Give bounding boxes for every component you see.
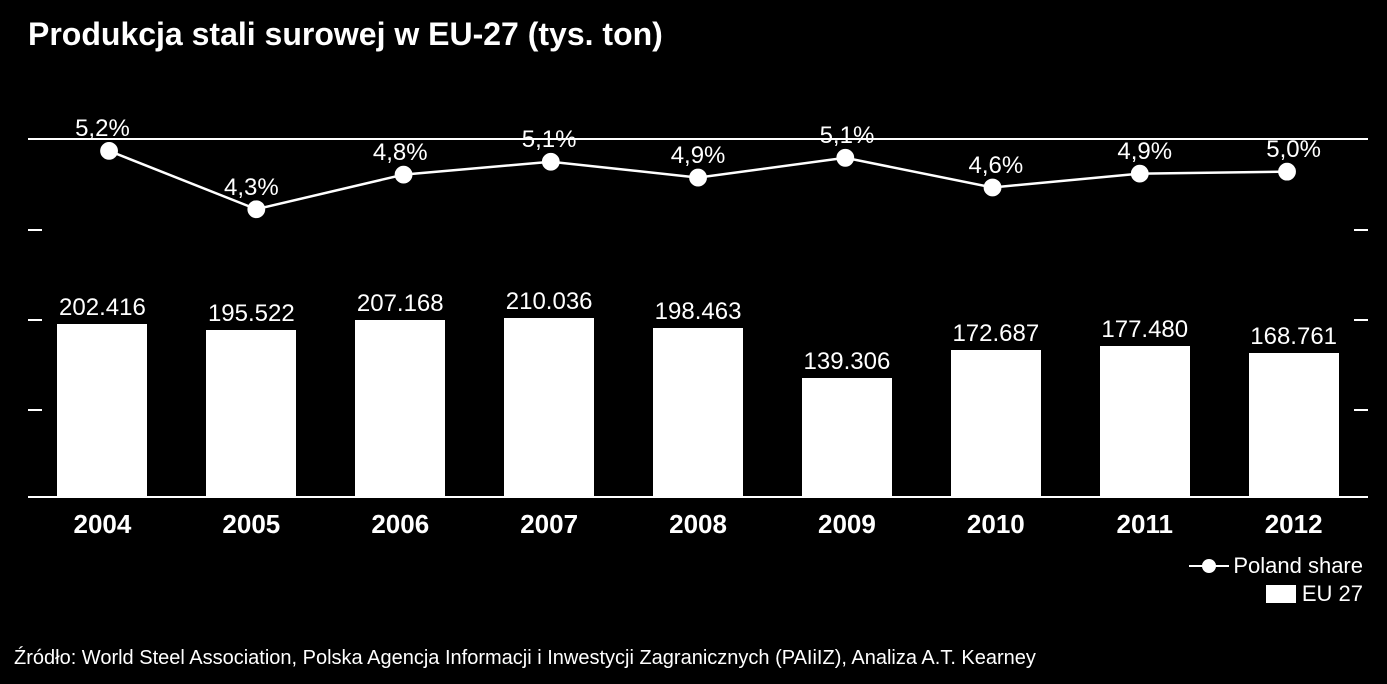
y-tick-left <box>28 229 42 231</box>
x-axis-label: 2011 <box>1117 509 1173 540</box>
legend-row-bar: EU 27 <box>1189 580 1363 608</box>
bar-value-label: 139.306 <box>804 348 891 376</box>
line-marker <box>543 154 559 170</box>
bar <box>1249 353 1339 496</box>
legend-line-label: Poland share <box>1233 553 1363 579</box>
x-axis-label: 2004 <box>74 509 132 540</box>
legend-bar-sample <box>1266 585 1296 603</box>
legend-line-marker <box>1202 559 1216 573</box>
x-axis-labels: 2004 2005 2006 2007 2008 2009 2010 2011 2012 <box>28 505 1368 545</box>
line-value-label: 5,2% <box>75 115 130 143</box>
bar-value-label: 210.036 <box>506 288 593 316</box>
legend-bar-label: EU 27 <box>1302 581 1363 607</box>
line-marker <box>1132 166 1148 182</box>
legend-row-line: Poland share <box>1189 552 1363 580</box>
line-value-label: 5,1% <box>522 126 577 154</box>
line-value-label: 4,9% <box>1117 138 1172 166</box>
x-axis-label: 2008 <box>669 509 727 540</box>
bar <box>951 350 1041 496</box>
bar <box>206 330 296 496</box>
x-axis-label: 2012 <box>1265 509 1323 540</box>
line-marker <box>690 170 706 186</box>
line-marker <box>1279 164 1295 180</box>
y-tick-right <box>1354 319 1368 321</box>
chart-title: Produkcja stali surowej w EU-27 (tys. to… <box>28 16 663 53</box>
bar <box>57 324 147 496</box>
bar-value-label: 202.416 <box>59 294 146 322</box>
line-value-label: 4,9% <box>671 142 726 170</box>
line-value-label: 4,8% <box>373 139 428 167</box>
bar <box>653 328 743 496</box>
bar-value-label: 168.761 <box>1250 323 1337 351</box>
line-value-label: 4,3% <box>224 174 279 202</box>
y-tick-left <box>28 319 42 321</box>
line-marker <box>248 201 264 217</box>
bar-value-label: 198.463 <box>655 298 742 326</box>
line-value-label: 5,1% <box>820 122 875 150</box>
bar <box>1100 346 1190 496</box>
x-axis-label: 2006 <box>371 509 429 540</box>
legend-line-sample <box>1189 565 1229 567</box>
x-axis-label: 2010 <box>967 509 1025 540</box>
bar-value-label: 177.480 <box>1101 316 1188 344</box>
y-tick-right <box>1354 229 1368 231</box>
bar-value-label: 207.168 <box>357 290 444 318</box>
x-axis-label: 2007 <box>520 509 578 540</box>
y-tick-right <box>1354 409 1368 411</box>
bar-value-label: 172.687 <box>952 320 1039 348</box>
line-marker <box>101 143 117 159</box>
line-value-label: 5,0% <box>1266 136 1321 164</box>
bar <box>504 318 594 496</box>
y-tick-left <box>28 409 42 411</box>
line-marker <box>985 180 1001 196</box>
bar <box>802 378 892 496</box>
source-text: Źródło: World Steel Association, Polska … <box>14 647 1036 670</box>
line-marker <box>396 167 412 183</box>
x-axis-label: 2009 <box>818 509 876 540</box>
line-value-label: 4,6% <box>968 152 1023 180</box>
line-marker <box>837 150 853 166</box>
bar-value-label: 195.522 <box>208 300 295 328</box>
legend: Poland share EU 27 <box>1189 552 1363 608</box>
bar <box>355 320 445 496</box>
chart-container: Produkcja stali surowej w EU-27 (tys. to… <box>0 0 1387 684</box>
x-axis-label: 2005 <box>222 509 280 540</box>
